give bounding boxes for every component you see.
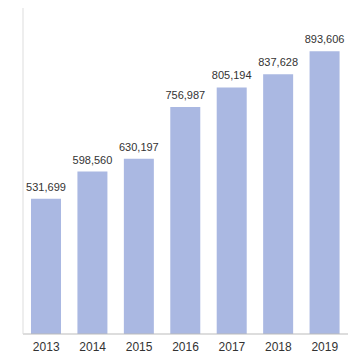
svg-text:837,628: 837,628: [258, 56, 298, 68]
svg-text:2013: 2013: [33, 340, 60, 354]
svg-text:2019: 2019: [311, 340, 338, 354]
svg-text:2014: 2014: [79, 340, 106, 354]
svg-text:630,197: 630,197: [119, 141, 159, 153]
svg-text:531,699: 531,699: [26, 181, 66, 193]
svg-text:2018: 2018: [265, 340, 292, 354]
svg-text:893,606: 893,606: [305, 33, 345, 45]
svg-text:2015: 2015: [126, 340, 153, 354]
svg-text:2017: 2017: [219, 340, 246, 354]
svg-text:598,560: 598,560: [73, 154, 113, 166]
svg-text:756,987: 756,987: [165, 89, 205, 101]
svg-text:2016: 2016: [172, 340, 199, 354]
svg-text:805,194: 805,194: [212, 69, 252, 81]
